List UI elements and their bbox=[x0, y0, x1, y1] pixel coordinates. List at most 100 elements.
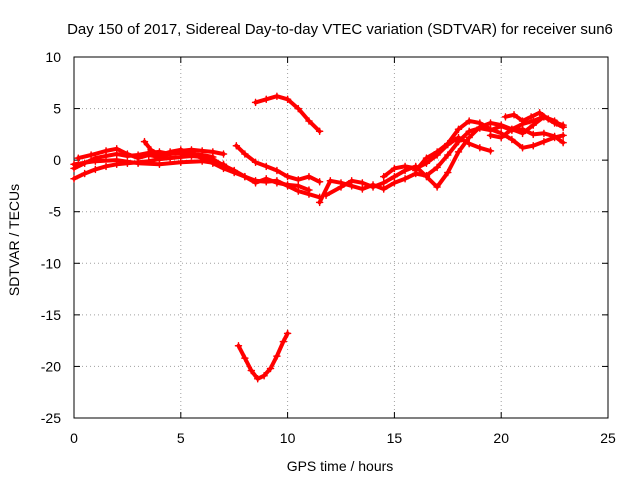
y-tick-label: -25 bbox=[41, 410, 61, 426]
data-point bbox=[232, 141, 241, 150]
data-point bbox=[518, 129, 527, 138]
x-tick-label: 5 bbox=[177, 430, 185, 446]
data-point bbox=[294, 104, 303, 113]
data-point bbox=[422, 172, 431, 181]
data-point bbox=[74, 154, 83, 162]
data-point bbox=[198, 154, 206, 162]
data-point bbox=[145, 151, 153, 159]
data-point bbox=[155, 160, 164, 169]
data-point bbox=[305, 117, 313, 125]
data-point bbox=[510, 111, 518, 119]
x-axis-label: GPS time / hours bbox=[287, 458, 394, 474]
data-point bbox=[234, 342, 243, 350]
data-point bbox=[241, 354, 249, 362]
data-point bbox=[305, 186, 313, 194]
data-point bbox=[251, 98, 260, 107]
series-line-trace-10 bbox=[317, 124, 566, 205]
data-point bbox=[219, 164, 228, 173]
data-point bbox=[283, 329, 292, 338]
data-point bbox=[379, 185, 388, 193]
data-point bbox=[326, 177, 335, 185]
data-point bbox=[390, 164, 399, 173]
data-point bbox=[465, 117, 473, 125]
chart-title: Day 150 of 2017, Sidereal Day-to-day VTE… bbox=[67, 21, 613, 38]
data-point bbox=[454, 148, 463, 156]
data-point bbox=[401, 174, 409, 183]
data-point bbox=[486, 147, 495, 155]
y-tick-label: -15 bbox=[41, 307, 61, 323]
data-point bbox=[262, 162, 270, 171]
data-point bbox=[262, 95, 270, 104]
x-tick-label: 0 bbox=[70, 430, 78, 446]
data-point bbox=[559, 121, 567, 129]
data-point bbox=[315, 127, 324, 136]
data-point bbox=[497, 121, 505, 129]
data-point bbox=[444, 151, 452, 159]
data-point bbox=[177, 158, 185, 166]
y-tick-label: -10 bbox=[41, 255, 61, 271]
y-tick-label: 0 bbox=[53, 152, 61, 168]
plot-frame bbox=[73, 56, 609, 419]
y-tick-label: 5 bbox=[53, 101, 61, 117]
data-point bbox=[273, 352, 281, 360]
data-point bbox=[166, 148, 174, 156]
data-point bbox=[529, 141, 537, 150]
data-point bbox=[260, 371, 268, 380]
data-point bbox=[529, 117, 537, 125]
data-point bbox=[476, 144, 484, 152]
data-point bbox=[518, 117, 527, 125]
data-point bbox=[535, 108, 544, 117]
y-tick-label: -20 bbox=[41, 358, 61, 374]
data-point bbox=[486, 131, 495, 140]
data-point bbox=[283, 172, 292, 181]
data-point bbox=[283, 95, 292, 104]
data-point bbox=[251, 158, 260, 166]
data-point bbox=[140, 137, 149, 146]
data-point bbox=[433, 183, 441, 191]
data-point bbox=[80, 169, 89, 178]
axis-ticks: 0 5 10 15 20 25 -25 -20 -15 -10 -5 0 5 10 bbox=[41, 49, 616, 446]
data-point bbox=[369, 183, 377, 191]
data-point bbox=[454, 133, 463, 142]
data-point bbox=[241, 150, 249, 158]
data-point bbox=[187, 150, 196, 158]
data-point bbox=[112, 145, 121, 153]
data-point bbox=[155, 151, 164, 159]
data-point bbox=[544, 115, 552, 123]
x-tick-label: 10 bbox=[280, 430, 296, 446]
data-point bbox=[91, 157, 100, 165]
data-point bbox=[465, 127, 473, 136]
data-point bbox=[337, 183, 345, 191]
data-point bbox=[390, 172, 399, 181]
data-point bbox=[497, 133, 505, 142]
data-point bbox=[112, 156, 121, 164]
data-point bbox=[305, 172, 313, 181]
data-point bbox=[501, 113, 510, 121]
y-tick-label: 10 bbox=[45, 49, 61, 65]
data-point bbox=[102, 162, 110, 171]
data-point bbox=[508, 125, 516, 133]
y-axis-label: SDTVAR / TECUs bbox=[6, 184, 22, 296]
data-point bbox=[294, 175, 303, 184]
data-point bbox=[444, 168, 452, 177]
data-point bbox=[444, 139, 452, 148]
data-point bbox=[315, 198, 324, 207]
data-point bbox=[247, 366, 256, 375]
grid-lines bbox=[74, 57, 608, 418]
data-point bbox=[241, 172, 249, 181]
data-point bbox=[465, 139, 473, 148]
x-tick-label: 20 bbox=[493, 430, 509, 446]
data-point bbox=[508, 135, 516, 144]
data-point bbox=[486, 125, 495, 133]
data-point bbox=[209, 159, 217, 167]
data-point bbox=[379, 172, 388, 181]
data-point bbox=[476, 119, 484, 127]
data-point bbox=[454, 125, 463, 133]
data-point bbox=[433, 163, 441, 172]
data-point bbox=[465, 133, 473, 142]
data-point bbox=[134, 159, 142, 167]
data-point bbox=[262, 174, 270, 183]
data-point bbox=[70, 160, 78, 169]
y-tick-label: -5 bbox=[49, 204, 62, 220]
